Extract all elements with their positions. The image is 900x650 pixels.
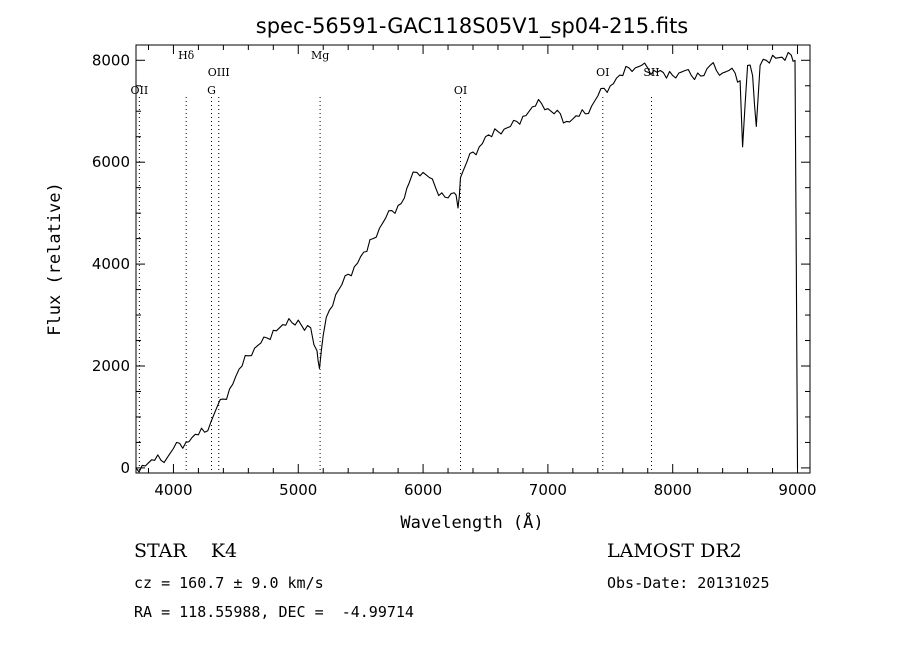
spectrum-line [135,51,799,473]
object-class: STAR K4 [134,540,238,562]
survey-name: LAMOST DR2 [607,540,742,562]
x-axis-label: Wavelength (Å) [400,511,543,533]
y-tick-label: 6000 [92,153,130,171]
x-tick-label: 6000 [404,481,442,499]
y-tick-label: 4000 [92,255,130,273]
spectral-line-label: OI [596,66,609,79]
plot-frame [135,44,811,474]
y-axis-label: Flux (relative) [45,182,65,336]
spectral-line-label: OI [454,84,467,97]
spectral-line-label: OIII [208,66,230,79]
spectral-line-label: OII [131,84,149,97]
x-tick-label: 8000 [654,481,692,499]
x-tick-label: 5000 [279,481,317,499]
observation-date: Obs-Date: 20131025 [607,574,770,592]
chart-title: spec-56591-GAC118S05V1_sp04-215.fits [256,14,689,39]
redshift-velocity: cz = 160.7 ± 9.0 km/s [134,574,324,592]
ra-dec-coordinates: RA = 118.55988, DEC = -4.99714 [134,603,414,621]
y-tick-label: 0 [120,459,130,477]
y-tick-label: 2000 [92,357,130,375]
spectral-line-label: SII [643,66,659,79]
spectral-line-label: Hδ [178,49,195,62]
x-tick-label: 9000 [778,481,816,499]
x-tick-label: 4000 [154,481,192,499]
spectral-line-label: G [207,84,216,97]
y-tick-label: 8000 [92,51,130,69]
spectral-line-label: Mg [311,49,329,62]
x-tick-label: 7000 [529,481,567,499]
